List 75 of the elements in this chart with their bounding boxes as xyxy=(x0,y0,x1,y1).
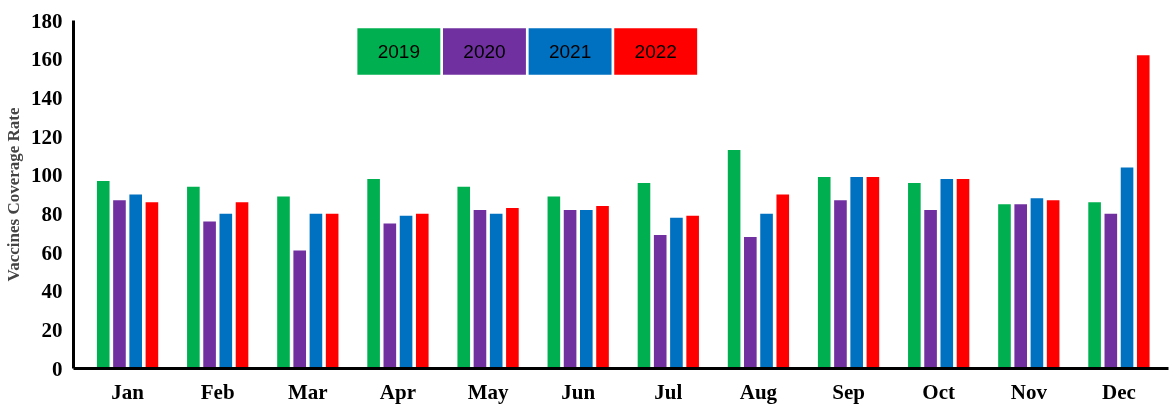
text: 2019 xyxy=(377,40,420,62)
bar xyxy=(998,204,1011,369)
x-tick-label: Mar xyxy=(288,379,328,404)
bar xyxy=(129,194,142,369)
y-tick-label: 140 xyxy=(31,85,63,110)
bar xyxy=(727,150,741,369)
bar xyxy=(924,209,937,369)
bar xyxy=(1046,200,1060,369)
bar xyxy=(489,213,503,369)
bar xyxy=(399,215,413,369)
bar xyxy=(547,196,561,369)
bar xyxy=(383,223,397,369)
bar xyxy=(563,209,577,369)
x-tick-label: May xyxy=(467,379,509,404)
text: 2020 xyxy=(463,40,506,62)
y-tick-label: 180 xyxy=(31,8,63,33)
bar xyxy=(817,177,831,369)
bar xyxy=(457,186,471,369)
y-tick-label: 60 xyxy=(41,240,63,265)
bar xyxy=(686,215,699,369)
bar xyxy=(415,213,429,369)
bar xyxy=(866,177,880,369)
x-tick-label: Sep xyxy=(832,379,865,404)
bar xyxy=(908,182,921,369)
bar xyxy=(277,196,290,369)
x-tick-label: Jun xyxy=(561,379,596,404)
text: 2021 xyxy=(548,40,592,62)
bar xyxy=(203,221,216,369)
bar xyxy=(367,179,380,369)
x-tick-label: Feb xyxy=(200,379,235,404)
y-tick-label: 20 xyxy=(41,317,63,342)
bar xyxy=(653,235,667,369)
x-tick-label: Apr xyxy=(379,379,417,404)
y-tick-label: 100 xyxy=(31,163,63,188)
bar xyxy=(596,206,609,369)
bar xyxy=(1120,167,1134,369)
bar xyxy=(309,213,323,369)
bar xyxy=(760,213,773,369)
bar xyxy=(1088,202,1101,369)
bar xyxy=(670,217,683,369)
bar xyxy=(850,177,863,369)
bar xyxy=(325,213,339,369)
bar xyxy=(834,200,847,369)
bar xyxy=(145,202,159,369)
bar xyxy=(1014,204,1028,369)
text: 2022 xyxy=(634,40,677,62)
y-axis-title: Vaccines Coverage Rate xyxy=(4,107,23,282)
x-tick-label: Dec xyxy=(1102,379,1136,404)
bar xyxy=(96,180,110,369)
bar xyxy=(776,194,790,369)
bar xyxy=(579,209,593,369)
x-tick-label: Oct xyxy=(922,379,956,404)
bar xyxy=(219,213,233,369)
bar xyxy=(235,202,249,369)
bar xyxy=(1136,55,1150,369)
bar xyxy=(293,250,307,369)
y-tick-label: 80 xyxy=(41,201,63,226)
y-tick-label: 120 xyxy=(31,124,63,149)
bar xyxy=(744,237,757,369)
y-tick-label: 160 xyxy=(31,47,63,72)
y-tick-label: 0 xyxy=(52,356,63,381)
x-tick-label: Jan xyxy=(111,379,145,404)
bar xyxy=(637,182,651,369)
bar xyxy=(187,186,200,369)
bar xyxy=(1030,198,1044,369)
x-tick-label: Nov xyxy=(1010,379,1048,404)
bar xyxy=(506,208,519,369)
bar xyxy=(113,200,126,369)
x-tick-label: Jul xyxy=(654,379,683,404)
bar xyxy=(473,209,487,369)
bar xyxy=(956,179,970,369)
bar xyxy=(940,179,954,369)
bar xyxy=(1104,213,1118,369)
x-tick-label: Aug xyxy=(739,379,778,404)
y-tick-label: 40 xyxy=(41,279,63,304)
